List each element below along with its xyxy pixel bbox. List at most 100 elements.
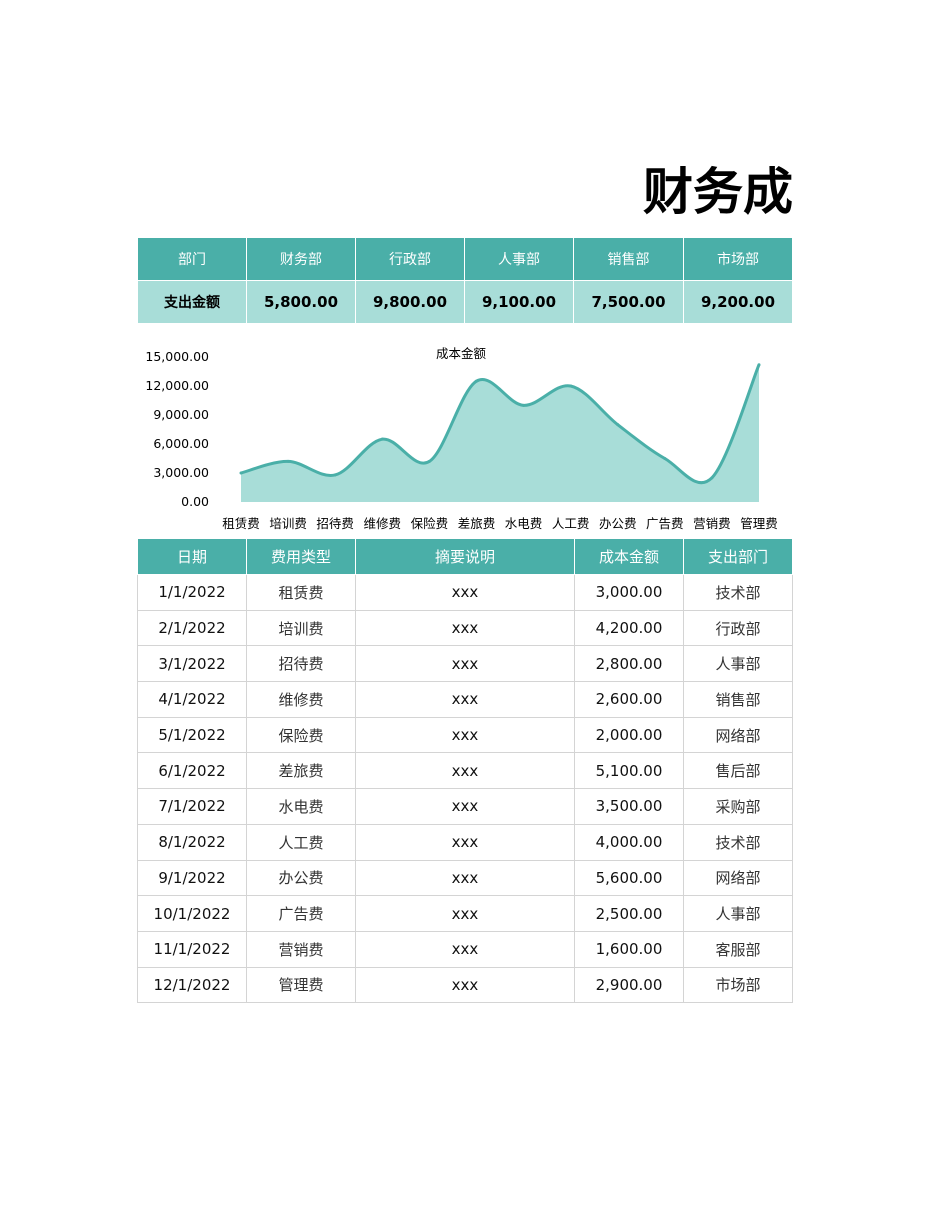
cost-amount-cell: 1,600.00 [574, 930, 684, 968]
x-tick-label: 人工费 [552, 516, 590, 531]
data-point [616, 423, 620, 427]
header-expense-type: 费用类型 [246, 538, 356, 575]
summary-header-marketing: 市场部 [683, 237, 793, 281]
y-tick-label: 12,000.00 [145, 378, 209, 393]
department-cell: 技术部 [683, 574, 793, 611]
table-row: 5/1/2022 保险费 xxx 2,000.00 网络部 [137, 716, 793, 754]
department-cell: 行政部 [683, 609, 793, 647]
y-tick-label: 0.00 [181, 494, 209, 509]
table-row: 7/1/2022 水电费 xxx 3,500.00 采购部 [137, 788, 793, 825]
detail-header-row: 日期 费用类型 摘要说明 成本金额 支出部门 [137, 538, 793, 575]
summary-cell: xxx [355, 895, 575, 932]
department-cell: 采购部 [683, 788, 793, 825]
table-row: 3/1/2022 招待费 xxx 2,800.00 人事部 [137, 645, 793, 683]
date-cell: 5/1/2022 [137, 716, 247, 754]
table-row: 4/1/2022 维修费 xxx 2,600.00 销售部 [137, 681, 793, 718]
date-cell: 6/1/2022 [137, 752, 247, 790]
y-tick-label: 6,000.00 [153, 436, 209, 451]
summary-row-label: 支出金额 [137, 280, 247, 324]
date-cell: 12/1/2022 [137, 966, 247, 1004]
expense-type-cell: 招待费 [246, 645, 356, 683]
expense-type-cell: 广告费 [246, 895, 356, 932]
data-point [333, 473, 337, 477]
date-cell: 11/1/2022 [137, 930, 247, 968]
cost-detail-table: 日期 费用类型 摘要说明 成本金额 支出部门 1/1/2022 租赁费 xxx 3,0… [137, 538, 793, 1004]
x-tick-label: 广告费 [646, 516, 684, 531]
summary-cell: xxx [355, 716, 575, 754]
date-cell: 8/1/2022 [137, 823, 247, 861]
x-tick-label: 维修费 [364, 516, 402, 531]
department-cell: 网络部 [683, 716, 793, 754]
date-cell: 1/1/2022 [137, 574, 247, 611]
y-tick-label: 9,000.00 [153, 407, 209, 422]
cost-amount-cell: 2,900.00 [574, 966, 684, 1004]
department-cell: 销售部 [683, 681, 793, 718]
expense-type-cell: 人工费 [246, 823, 356, 861]
expense-type-cell: 租赁费 [246, 574, 356, 611]
expense-type-cell: 管理费 [246, 966, 356, 1004]
cost-amount-cell: 2,500.00 [574, 895, 684, 932]
summary-cell: xxx [355, 859, 575, 897]
department-cell: 售后部 [683, 752, 793, 790]
table-row: 10/1/2022 广告费 xxx 2,500.00 人事部 [137, 895, 793, 932]
table-row: 9/1/2022 办公费 xxx 5,600.00 网络部 [137, 859, 793, 897]
summary-cell: xxx [355, 574, 575, 611]
table-row: 6/1/2022 差旅费 xxx 5,100.00 售后部 [137, 752, 793, 790]
summary-value-admin: 9,800.00 [355, 280, 465, 324]
date-cell: 10/1/2022 [137, 895, 247, 932]
x-tick-label: 招待费 [316, 516, 354, 531]
cost-area [241, 364, 759, 502]
summary-value-sales: 7,500.00 [573, 280, 684, 324]
cost-amount-cell: 4,200.00 [574, 609, 684, 647]
x-tick-label: 租赁费 [222, 516, 260, 531]
cost-amount-cell: 2,000.00 [574, 716, 684, 754]
data-point [663, 457, 667, 460]
date-cell: 4/1/2022 [137, 681, 247, 718]
summary-header-finance: 财务部 [246, 237, 356, 281]
x-tick-label: 水电费 [505, 516, 543, 531]
expense-type-cell: 办公费 [246, 859, 356, 897]
cost-amount-cell: 2,800.00 [574, 645, 684, 683]
cost-amount-cell: 5,100.00 [574, 752, 684, 790]
data-point [522, 403, 526, 407]
data-point [710, 476, 714, 480]
cost-amount-cell: 4,000.00 [574, 823, 684, 861]
expense-type-cell: 差旅费 [246, 752, 356, 790]
date-cell: 7/1/2022 [137, 788, 247, 825]
summary-cell: xxx [355, 823, 575, 861]
expense-type-cell: 培训费 [246, 609, 356, 647]
cost-amount-cell: 3,500.00 [574, 788, 684, 825]
y-tick-label: 3,000.00 [153, 465, 209, 480]
data-point [380, 437, 384, 441]
summary-header-sales: 销售部 [573, 237, 684, 281]
summary-cell: xxx [355, 645, 575, 683]
department-summary-table: 部门 财务部 行政部 人事部 销售部 市场部 支出金额 5,800.00 9,8… [137, 237, 793, 324]
data-point [286, 459, 290, 463]
x-tick-label: 培训费 [269, 516, 307, 531]
summary-cell: xxx [355, 752, 575, 790]
table-row: 2/1/2022 培训费 xxx 4,200.00 行政部 [137, 609, 793, 647]
summary-cell: xxx [355, 930, 575, 968]
chart-title: 成本金额 [436, 346, 487, 361]
table-row: 1/1/2022 租赁费 xxx 3,000.00 技术部 [137, 574, 793, 611]
data-point [757, 363, 761, 367]
cost-amount-cell: 2,600.00 [574, 681, 684, 718]
y-axis: 0.00 3,000.00 6,000.00 9,000.00 12,000.00 15,… [145, 349, 209, 509]
summary-header-hr: 人事部 [464, 237, 574, 281]
header-department: 支出部门 [683, 538, 793, 575]
summary-header-dept: 部门 [137, 237, 247, 281]
cost-amount-cell: 3,000.00 [574, 574, 684, 611]
cost-amount-cell: 5,600.00 [574, 859, 684, 897]
summary-cell: xxx [355, 609, 575, 647]
summary-value-marketing: 9,200.00 [683, 280, 793, 324]
department-cell: 客服部 [683, 930, 793, 968]
summary-cell: xxx [355, 966, 575, 1004]
expense-type-cell: 营销费 [246, 930, 356, 968]
department-cell: 网络部 [683, 859, 793, 897]
header-cost-amount: 成本金额 [574, 538, 684, 575]
summary-header-admin: 行政部 [355, 237, 465, 281]
expense-type-cell: 保险费 [246, 716, 356, 754]
expense-type-cell: 水电费 [246, 788, 356, 825]
detail-body: 1/1/2022 租赁费 xxx 3,000.00 技术部 2/1/2022 培训费 xxx 4… [137, 574, 793, 1004]
table-row: 8/1/2022 人工费 xxx 4,000.00 技术部 [137, 823, 793, 861]
